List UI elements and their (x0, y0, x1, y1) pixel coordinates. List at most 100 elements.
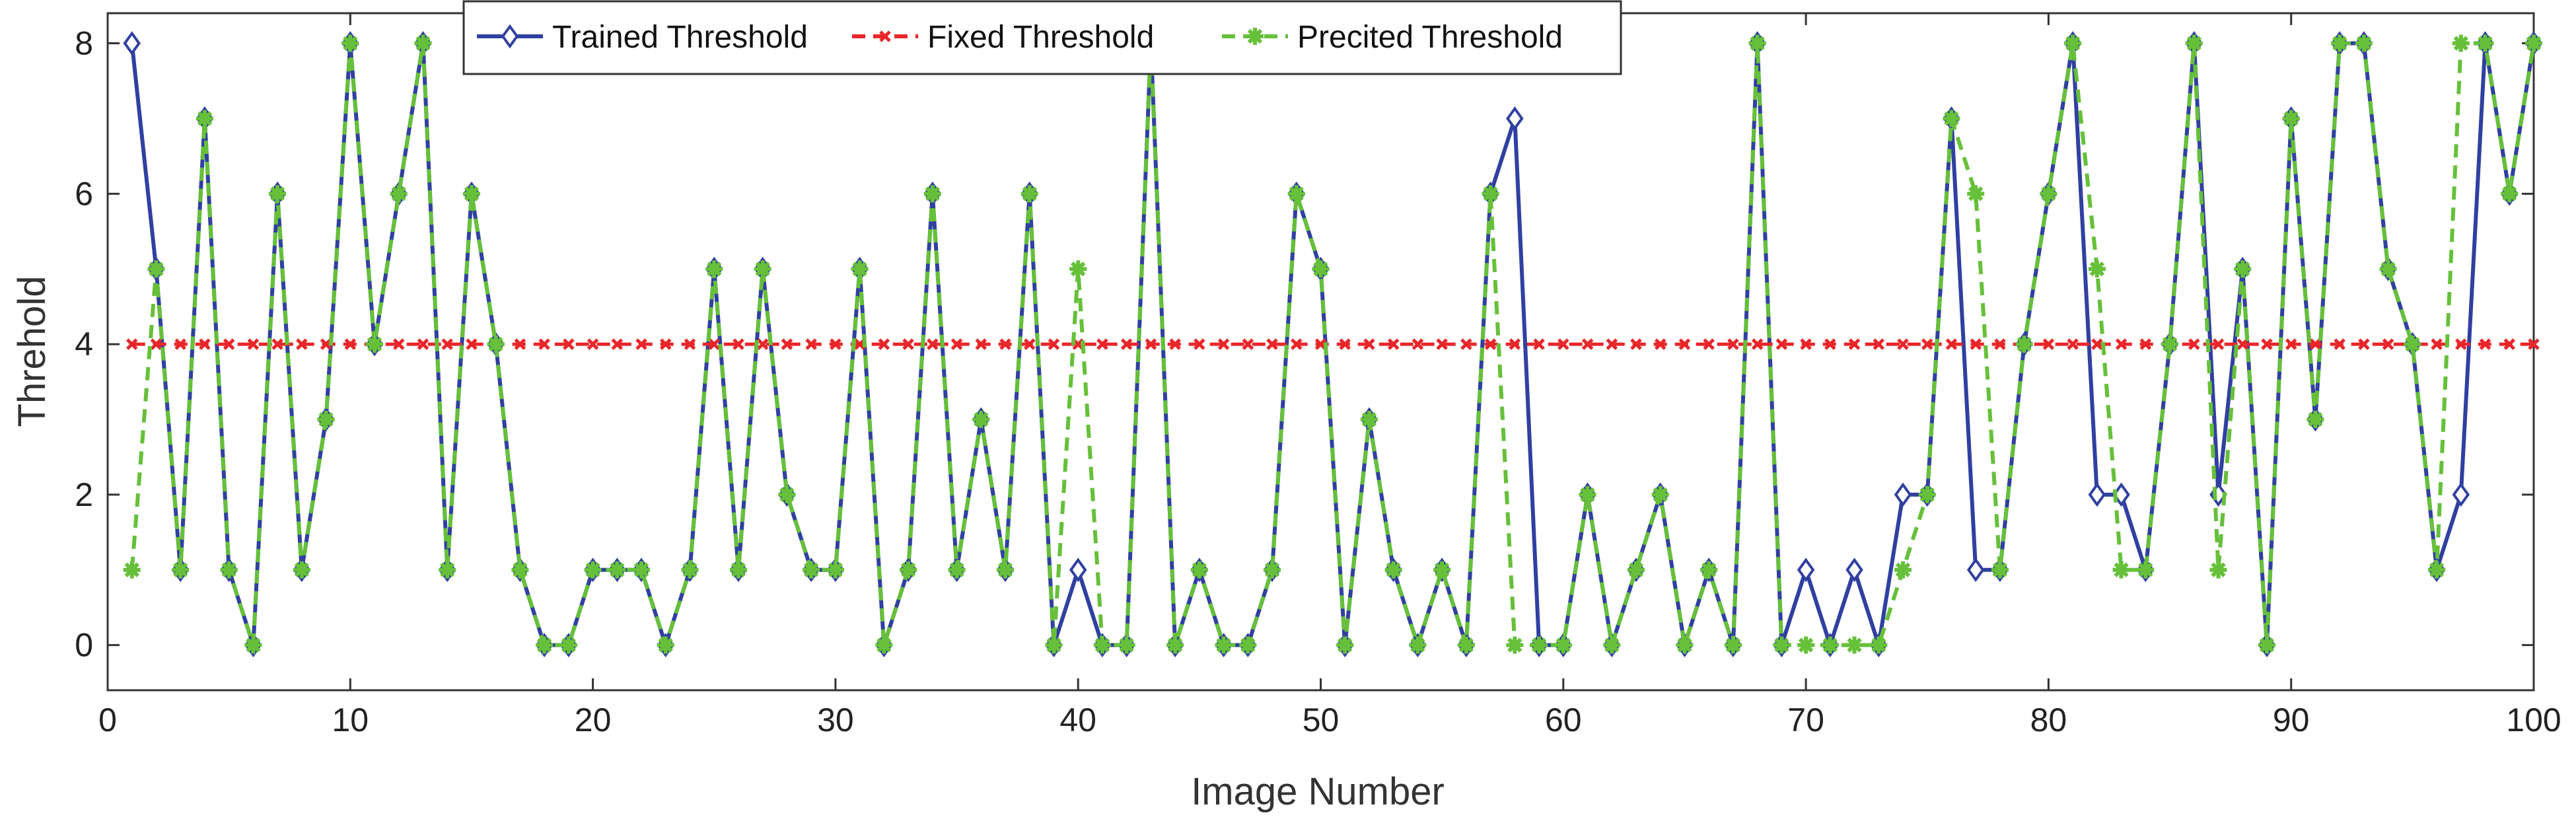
data-point (684, 338, 696, 350)
series-markers (125, 338, 2540, 350)
data-point (1509, 338, 1521, 350)
x-tick-label: 100 (2506, 701, 2561, 738)
data-point (150, 338, 162, 350)
data-point (2282, 110, 2300, 127)
data-point (466, 338, 478, 350)
x-tick-label: 80 (2030, 701, 2067, 738)
data-point (681, 561, 699, 579)
data-point (247, 338, 260, 350)
data-point (587, 338, 599, 350)
data-point (1266, 338, 1278, 350)
data-point (392, 338, 405, 350)
data-point (1873, 338, 1885, 350)
data-point (296, 338, 308, 350)
data-point (1994, 338, 2006, 350)
data-point (317, 411, 335, 428)
series-precited-threshold (123, 34, 2542, 654)
data-point (2161, 336, 2179, 353)
data-point (1797, 557, 1815, 583)
data-point (972, 411, 990, 428)
y-tick-label: 0 (75, 627, 93, 664)
legend-label: Fixed Threshold (927, 20, 1154, 55)
data-point (2334, 338, 2345, 350)
data-point (1363, 338, 1375, 350)
data-point (1966, 557, 1985, 583)
data-point (927, 338, 939, 350)
data-point (2112, 561, 2130, 579)
data-point (174, 338, 186, 350)
data-point (1506, 636, 1524, 654)
data-point (733, 338, 744, 350)
series-markers (123, 34, 2542, 654)
legend-swatch-marker (879, 30, 891, 42)
data-point (2040, 185, 2057, 203)
data-point (1291, 338, 1303, 350)
data-point (878, 338, 890, 350)
data-point (948, 561, 966, 579)
data-point (147, 260, 165, 278)
data-point (2476, 34, 2494, 52)
data-point (781, 338, 793, 350)
data-point (2209, 561, 2227, 579)
data-point (1387, 338, 1400, 350)
data-point (778, 485, 796, 503)
data-point (559, 636, 577, 654)
data-point (900, 561, 917, 579)
data-point (803, 561, 820, 579)
series-layer (123, 31, 2543, 658)
data-point (2455, 338, 2467, 350)
data-point (1894, 482, 1912, 507)
data-point (851, 260, 869, 278)
y-tick-label: 2 (75, 476, 93, 513)
data-point (1918, 485, 1936, 503)
data-point (2309, 338, 2322, 350)
data-point (2355, 34, 2373, 52)
data-point (1651, 485, 1669, 503)
data-point (536, 636, 554, 654)
data-point (1217, 338, 1230, 350)
data-point (1579, 485, 1596, 503)
data-point (390, 185, 408, 203)
data-point (1945, 338, 1958, 350)
data-point (1557, 338, 1569, 350)
data-point (1845, 557, 1863, 583)
data-point (1533, 338, 1545, 350)
data-point (2479, 338, 2491, 350)
data-point (2015, 336, 2033, 353)
data-point (657, 636, 674, 654)
data-point (1339, 338, 1351, 350)
data-point (608, 561, 626, 579)
data-point (2452, 482, 2470, 507)
data-point (826, 561, 844, 579)
x-axis-label: Image Number (1191, 770, 1445, 813)
data-point (1484, 338, 1497, 350)
data-point (1239, 636, 1257, 654)
x-tick-label: 10 (332, 701, 369, 738)
data-point (1409, 636, 1427, 654)
data-point (1120, 338, 1133, 350)
data-point (2431, 338, 2443, 350)
data-point (172, 561, 190, 579)
data-point (705, 260, 723, 278)
data-point (1215, 636, 1233, 654)
data-point (2212, 338, 2225, 350)
data-point (2088, 260, 2106, 278)
data-point (1676, 636, 1694, 654)
data-point (1045, 636, 1063, 654)
plot-area (106, 12, 2535, 692)
data-point (2285, 338, 2297, 350)
data-point (125, 338, 138, 350)
data-point (2067, 338, 2079, 350)
data-point (1433, 561, 1451, 579)
data-point (366, 336, 384, 353)
data-point (1242, 338, 1254, 350)
data-point (1412, 338, 1424, 350)
legend-label: Precited Threshold (1297, 20, 1563, 55)
data-point (1627, 561, 1645, 579)
x-tick-label: 60 (1545, 701, 1582, 738)
data-point (635, 338, 647, 350)
data-point (756, 338, 769, 350)
data-point (1482, 185, 1499, 203)
data-point (2137, 561, 2155, 579)
